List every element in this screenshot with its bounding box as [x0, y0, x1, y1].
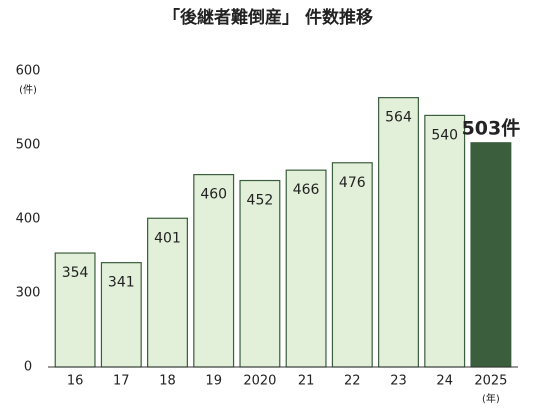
x-tick-label: 16 [67, 374, 84, 389]
x-tick-label: 21 [298, 374, 315, 389]
bar [147, 217, 188, 368]
y-tick-label: 600 [16, 64, 41, 79]
value-label: 503件 [462, 116, 521, 139]
value-label: 476 [339, 175, 366, 191]
x-tick-label: 2020 [243, 374, 276, 389]
x-unit: (年) [482, 392, 500, 405]
value-label: 341 [108, 275, 135, 291]
value-label: 452 [247, 193, 274, 209]
bar [239, 179, 281, 368]
bar [378, 97, 419, 368]
y-tick-label: 500 [16, 138, 41, 153]
value-label: 466 [293, 182, 320, 198]
x-tick-label: 2025 [474, 374, 507, 389]
x-tick-label: 18 [159, 374, 176, 389]
bar [100, 262, 142, 368]
value-label: 540 [431, 127, 458, 143]
x-tick-label: 24 [436, 374, 453, 389]
value-label: 354 [62, 265, 89, 281]
bar [331, 162, 373, 368]
value-label: 564 [385, 110, 412, 126]
x-tick-label: 19 [205, 374, 222, 389]
y-tick-label: 400 [16, 212, 41, 227]
bar [54, 252, 96, 368]
y-tick-label: 300 [16, 286, 41, 301]
bar [285, 169, 327, 368]
y-tick-label: 0 [24, 360, 32, 375]
bar [470, 142, 512, 368]
y-unit: (件) [19, 84, 37, 96]
x-tick-label: 23 [390, 374, 407, 389]
chart-title: 「後継者難倒産」 件数推移 [163, 7, 373, 28]
value-label: 401 [154, 230, 181, 246]
value-label: 460 [200, 187, 227, 203]
x-tick-label: 22 [344, 374, 361, 389]
bar [424, 114, 466, 368]
x-tick-label: 17 [113, 374, 130, 389]
bar [193, 174, 235, 368]
